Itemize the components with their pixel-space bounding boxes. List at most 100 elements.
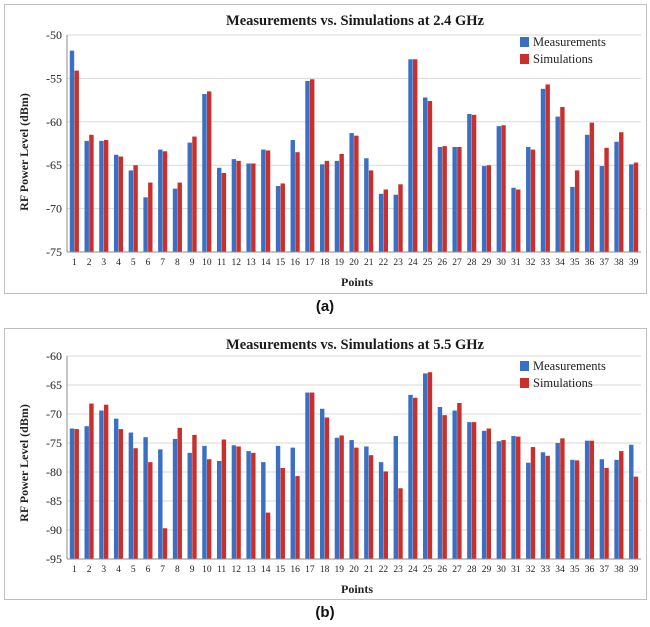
- bar-simulations-7: [162, 528, 168, 559]
- legend: Measurements Simulations: [520, 359, 606, 390]
- x-tick-label: 21: [364, 565, 374, 575]
- x-tick-label: 31: [511, 258, 521, 268]
- bar-simulations-11: [221, 173, 227, 252]
- bar-simulations-14: [265, 512, 271, 559]
- y-tick-label: -85: [46, 494, 62, 508]
- bar-simulations-5: [133, 448, 138, 559]
- x-tick-label: 2: [87, 565, 92, 575]
- y-tick-label: -60: [46, 115, 62, 129]
- bar-simulations-1: [74, 429, 79, 559]
- bar-measurements-19: [334, 160, 340, 252]
- bar-simulations-17: [309, 392, 315, 559]
- bar-measurements-8: [172, 438, 178, 559]
- x-tick-label: 38: [614, 258, 624, 268]
- x-axis-title: Points: [341, 275, 373, 289]
- x-tick-label: 28: [467, 565, 477, 575]
- bar-simulations-26: [442, 146, 447, 252]
- bar-simulations-9: [192, 434, 197, 559]
- bar-measurements-11: [216, 460, 222, 559]
- bar-measurements-4: [113, 418, 119, 559]
- bar-simulations-26: [442, 415, 447, 559]
- bar-simulations-5: [133, 165, 138, 252]
- chart-svg-5-5ghz: Measurements vs. Simulations at 5.5 GHz …: [17, 337, 641, 596]
- bar-simulations-1: [74, 70, 79, 252]
- x-tick-label: 2: [87, 258, 92, 268]
- x-tick-label: 23: [393, 258, 403, 268]
- bar-measurements-25: [423, 373, 428, 559]
- bar-measurements-31: [511, 187, 516, 252]
- x-tick-label: 18: [320, 565, 330, 575]
- bar-simulations-28: [471, 422, 477, 559]
- bar-measurements-30: [496, 441, 502, 559]
- y-tick-label: -75: [46, 436, 62, 450]
- bar-measurements-4: [113, 154, 119, 252]
- x-tick-label: 22: [379, 565, 389, 575]
- x-tick-label: 29: [482, 565, 492, 575]
- bar-measurements-28: [467, 113, 472, 252]
- x-tick-label: 22: [379, 258, 389, 268]
- bar-measurements-20: [349, 133, 354, 252]
- bar-measurements-11: [216, 167, 222, 252]
- bar-measurements-13: [246, 163, 251, 252]
- bar-simulations-31: [516, 189, 521, 252]
- x-tick-label: 14: [261, 565, 271, 575]
- x-tick-label: 10: [202, 565, 212, 575]
- bar-simulations-14: [265, 150, 271, 252]
- x-tick-label: 35: [570, 258, 580, 268]
- bar-simulations-11: [221, 439, 227, 559]
- bar-measurements-2: [84, 140, 89, 252]
- bar-simulations-32: [530, 149, 536, 252]
- chart-panel-2-4ghz: Measurements vs. Simulations at 2.4 GHz …: [4, 4, 647, 294]
- x-tick-label: 38: [614, 565, 624, 575]
- bar-measurements-30: [496, 126, 502, 252]
- x-axis-title: Points: [341, 582, 373, 596]
- bar-simulations-30: [501, 440, 506, 559]
- bar-measurements-10: [202, 94, 207, 252]
- bar-measurements-34: [555, 116, 560, 252]
- bar-simulations-18: [324, 417, 330, 559]
- x-tick-label: 24: [408, 258, 418, 268]
- x-tick-label: 36: [585, 258, 595, 268]
- x-tick-label: 33: [541, 258, 551, 268]
- bar-measurements-24: [408, 394, 413, 559]
- x-tick-label: 3: [101, 565, 106, 575]
- bar-simulations-33: [545, 84, 550, 252]
- bar-measurements-26: [437, 407, 443, 559]
- x-tick-label: 26: [438, 258, 448, 268]
- bar-simulations-13: [251, 452, 256, 559]
- x-tick-label: 31: [511, 565, 521, 575]
- x-tick-label: 17: [305, 258, 315, 268]
- bar-measurements-3: [99, 410, 104, 559]
- bar-measurements-6: [143, 437, 148, 559]
- x-tick-label: 17: [305, 565, 315, 575]
- bar-simulations-29: [486, 428, 492, 559]
- bar-measurements-21: [364, 158, 369, 252]
- bar-measurements-28: [467, 422, 472, 559]
- bar-simulations-36: [589, 122, 595, 252]
- legend-label-simulations: Simulations: [533, 52, 593, 66]
- bar-measurements-27: [452, 410, 457, 559]
- bar-measurements-14: [261, 462, 266, 559]
- bar-measurements-27: [452, 146, 457, 252]
- bar-simulations-33: [545, 455, 550, 559]
- bar-measurements-12: [231, 159, 237, 252]
- bar-simulations-7: [162, 151, 168, 252]
- bar-measurements-37: [599, 166, 605, 252]
- x-tick-label: 19: [335, 258, 345, 268]
- x-tick-label: 9: [190, 258, 195, 268]
- x-tick-label: 5: [131, 258, 136, 268]
- bar-measurements-13: [246, 451, 251, 559]
- bar-measurements-33: [540, 88, 546, 252]
- bar-simulations-22: [383, 189, 388, 252]
- bar-simulations-31: [516, 436, 521, 559]
- y-tick-label: -65: [46, 158, 62, 172]
- bar-simulations-36: [589, 440, 595, 559]
- bar-measurements-19: [334, 437, 340, 559]
- x-tick-label: 34: [555, 565, 565, 575]
- bar-measurements-17: [305, 392, 310, 559]
- bar-measurements-32: [526, 146, 531, 252]
- y-tick-label: -60: [46, 349, 62, 363]
- bar-simulations-27: [457, 402, 462, 559]
- bar-simulations-20: [354, 447, 359, 559]
- bar-simulations-37: [604, 147, 609, 252]
